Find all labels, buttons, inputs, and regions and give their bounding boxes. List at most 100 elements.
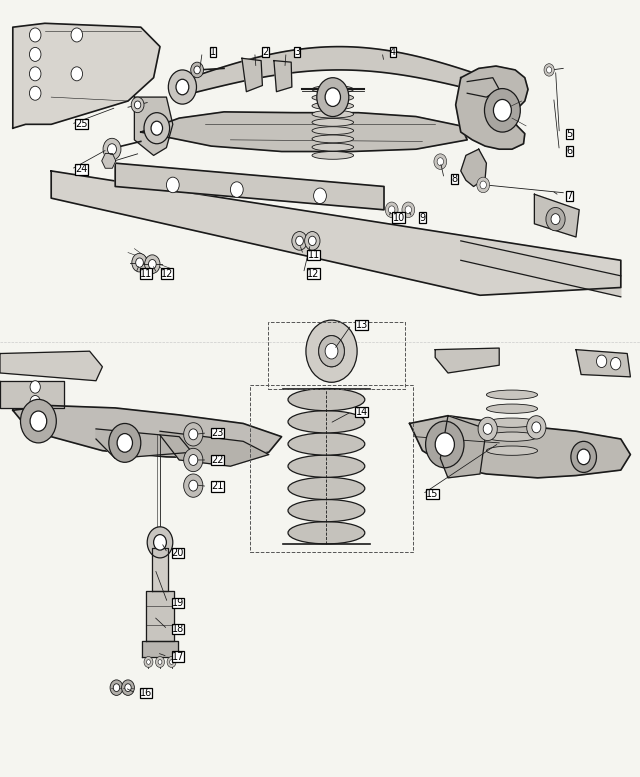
Circle shape bbox=[108, 144, 116, 155]
Circle shape bbox=[611, 357, 621, 370]
Text: 9: 9 bbox=[419, 213, 426, 222]
Text: 21: 21 bbox=[211, 482, 224, 491]
Circle shape bbox=[20, 399, 56, 443]
Circle shape bbox=[184, 423, 203, 446]
Text: 14: 14 bbox=[355, 407, 368, 416]
Circle shape bbox=[109, 423, 141, 462]
Ellipse shape bbox=[288, 521, 365, 544]
Ellipse shape bbox=[312, 127, 354, 134]
Circle shape bbox=[30, 395, 40, 408]
Ellipse shape bbox=[288, 455, 365, 477]
Circle shape bbox=[191, 62, 204, 78]
Circle shape bbox=[136, 258, 143, 267]
Polygon shape bbox=[440, 416, 486, 478]
Circle shape bbox=[296, 236, 303, 246]
Text: 1: 1 bbox=[210, 47, 216, 57]
Circle shape bbox=[571, 441, 596, 472]
Circle shape bbox=[388, 206, 395, 214]
Text: 13: 13 bbox=[355, 320, 368, 329]
Ellipse shape bbox=[486, 446, 538, 455]
Circle shape bbox=[189, 429, 198, 440]
Circle shape bbox=[29, 47, 41, 61]
Text: 12: 12 bbox=[307, 269, 320, 278]
Ellipse shape bbox=[288, 388, 365, 411]
Circle shape bbox=[168, 70, 196, 104]
Polygon shape bbox=[134, 97, 173, 155]
Circle shape bbox=[132, 253, 147, 272]
Circle shape bbox=[103, 138, 121, 160]
Polygon shape bbox=[13, 406, 282, 458]
Circle shape bbox=[125, 684, 131, 692]
Circle shape bbox=[29, 67, 41, 81]
Ellipse shape bbox=[486, 390, 538, 399]
Circle shape bbox=[158, 660, 162, 664]
Circle shape bbox=[184, 448, 203, 472]
Text: 19: 19 bbox=[172, 598, 184, 608]
Text: 18: 18 bbox=[172, 625, 184, 634]
Text: 23: 23 bbox=[211, 428, 224, 437]
Ellipse shape bbox=[312, 152, 354, 159]
Circle shape bbox=[30, 411, 47, 431]
Ellipse shape bbox=[312, 135, 354, 143]
Circle shape bbox=[170, 660, 173, 664]
Circle shape bbox=[110, 680, 123, 695]
Circle shape bbox=[71, 67, 83, 81]
Circle shape bbox=[166, 177, 179, 193]
Polygon shape bbox=[534, 194, 579, 237]
Circle shape bbox=[544, 64, 554, 76]
Circle shape bbox=[230, 182, 243, 197]
Circle shape bbox=[308, 236, 316, 246]
Text: 12: 12 bbox=[161, 269, 173, 278]
Circle shape bbox=[122, 680, 134, 695]
Ellipse shape bbox=[288, 433, 365, 455]
Text: 2: 2 bbox=[262, 47, 269, 57]
Text: 25: 25 bbox=[75, 120, 88, 129]
Polygon shape bbox=[0, 381, 64, 408]
Circle shape bbox=[547, 67, 552, 73]
Circle shape bbox=[435, 433, 454, 456]
Polygon shape bbox=[13, 23, 160, 128]
Circle shape bbox=[154, 535, 166, 550]
Text: 24: 24 bbox=[75, 165, 88, 174]
Circle shape bbox=[29, 28, 41, 42]
Circle shape bbox=[189, 455, 198, 465]
Circle shape bbox=[306, 320, 357, 382]
Ellipse shape bbox=[312, 143, 354, 151]
Circle shape bbox=[480, 181, 486, 189]
Circle shape bbox=[30, 381, 40, 393]
Text: 20: 20 bbox=[172, 549, 184, 558]
Ellipse shape bbox=[486, 418, 538, 427]
Polygon shape bbox=[467, 78, 499, 97]
Polygon shape bbox=[435, 348, 499, 373]
Text: 17: 17 bbox=[172, 652, 184, 661]
Text: 15: 15 bbox=[426, 490, 439, 499]
Polygon shape bbox=[179, 47, 499, 93]
Text: 22: 22 bbox=[211, 455, 224, 465]
Polygon shape bbox=[141, 112, 467, 152]
Text: 16: 16 bbox=[140, 688, 152, 698]
Circle shape bbox=[385, 202, 398, 218]
Circle shape bbox=[426, 421, 464, 468]
Circle shape bbox=[325, 343, 338, 359]
Circle shape bbox=[151, 121, 163, 135]
Text: 10: 10 bbox=[392, 213, 405, 222]
Circle shape bbox=[527, 416, 546, 439]
Polygon shape bbox=[456, 66, 528, 149]
Text: 5: 5 bbox=[566, 129, 573, 138]
Ellipse shape bbox=[486, 404, 538, 413]
Text: 3: 3 bbox=[294, 47, 300, 57]
Polygon shape bbox=[410, 416, 630, 478]
Circle shape bbox=[167, 657, 176, 667]
Circle shape bbox=[319, 336, 344, 367]
Circle shape bbox=[184, 474, 203, 497]
Circle shape bbox=[405, 206, 412, 214]
Circle shape bbox=[478, 417, 497, 441]
Circle shape bbox=[484, 89, 520, 132]
Text: 4: 4 bbox=[390, 47, 396, 57]
Polygon shape bbox=[51, 171, 621, 295]
Circle shape bbox=[113, 684, 120, 692]
Polygon shape bbox=[461, 241, 621, 297]
Circle shape bbox=[145, 255, 160, 274]
Ellipse shape bbox=[288, 500, 365, 521]
Circle shape bbox=[317, 78, 349, 117]
